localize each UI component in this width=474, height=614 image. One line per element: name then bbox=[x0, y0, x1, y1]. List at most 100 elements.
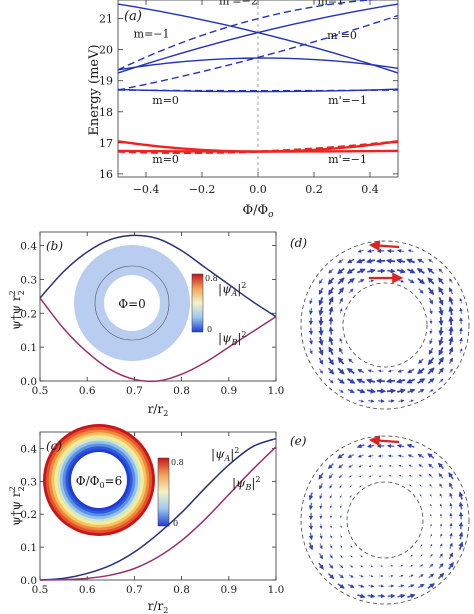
field-arrow bbox=[366, 378, 376, 384]
field-arrow bbox=[397, 369, 404, 373]
field-arrow bbox=[339, 544, 343, 548]
field-arrow bbox=[417, 388, 425, 394]
x-tick-label: 1.0 bbox=[268, 385, 285, 397]
field-arrow bbox=[338, 474, 343, 479]
field-arrow bbox=[427, 378, 435, 384]
field-arrow bbox=[376, 378, 385, 384]
field-arrow bbox=[406, 443, 415, 449]
field-arrow bbox=[328, 563, 334, 569]
inset-flux-label: Φ/Φ0=6 bbox=[76, 474, 123, 490]
panel-a-ytick-label: 16 bbox=[99, 168, 113, 181]
field-arrow bbox=[398, 464, 404, 468]
y-tick-label: 0.3 bbox=[20, 274, 37, 286]
panel-a-annotations: m'=−2 m=1 m=−1 m'=0 m=0 m'=−1 m=0 m'=−1 bbox=[134, 0, 367, 166]
field-arrow bbox=[427, 277, 435, 285]
field-arrow bbox=[427, 367, 435, 375]
field-arrow bbox=[438, 286, 444, 295]
field-arrow bbox=[309, 307, 313, 315]
panel-a-label: (a) bbox=[124, 9, 142, 24]
panel-b-series: |ψA|2 |ψB|2 bbox=[39, 234, 277, 383]
panel-a-ylabel: Energy (meV) bbox=[87, 44, 102, 135]
panel-c-frame bbox=[39, 431, 277, 581]
field-arrow bbox=[387, 593, 396, 599]
panel-b-density-chart: 0.5 0.6 0.7 0.8 0.9 1.0 0.0 0.1 0.2 0.3 0.4 Φ=0 0.8… bbox=[8, 231, 284, 418]
field-arrow bbox=[386, 388, 397, 394]
field-arrow bbox=[408, 574, 414, 578]
field-arrow bbox=[398, 574, 404, 578]
field-arrow bbox=[448, 562, 454, 570]
y-tick-label: 0.0 bbox=[20, 376, 37, 388]
field-arrow bbox=[458, 521, 464, 530]
field-arrow bbox=[347, 277, 355, 285]
outer-boundary bbox=[300, 435, 470, 605]
field-arrow bbox=[359, 474, 363, 478]
field-arrow bbox=[417, 453, 425, 459]
field-arrow bbox=[356, 378, 366, 384]
panel-a-ytick-label: 18 bbox=[99, 106, 113, 119]
field-arrow bbox=[437, 462, 444, 470]
field-arrow bbox=[437, 572, 445, 580]
x-tick-label: 0.8 bbox=[173, 385, 190, 397]
field-arrow bbox=[428, 297, 434, 305]
field-arrow bbox=[347, 388, 355, 394]
field-arrow bbox=[338, 258, 344, 264]
field-arrow bbox=[339, 504, 342, 509]
inset-colorbar bbox=[191, 273, 204, 333]
field-arrow bbox=[407, 278, 415, 284]
field-arrow bbox=[339, 337, 343, 344]
field-arrow bbox=[438, 268, 444, 274]
density-curve bbox=[39, 297, 277, 383]
field-arrow bbox=[459, 348, 463, 354]
field-arrow bbox=[328, 306, 334, 315]
field-arrow bbox=[419, 494, 423, 498]
field-arrow bbox=[347, 258, 355, 264]
field-arrow bbox=[338, 463, 344, 469]
field-arrow bbox=[438, 277, 444, 285]
field-arrow bbox=[357, 454, 364, 458]
x-tick-label: 0.8 bbox=[173, 584, 190, 596]
panel-a-series bbox=[117, 0, 399, 155]
y-tick-label: 0.2 bbox=[20, 509, 37, 521]
field-arrow bbox=[448, 325, 454, 336]
field-arrow bbox=[367, 249, 375, 253]
panel-c-ylabel: ψ†ψ r22 bbox=[8, 486, 26, 526]
field-arrow bbox=[328, 316, 334, 325]
field-arrow bbox=[358, 399, 364, 403]
field-arrow bbox=[308, 502, 314, 511]
field-arrow bbox=[338, 297, 344, 304]
field-arrow bbox=[318, 306, 324, 316]
field-arrow bbox=[409, 484, 413, 488]
field-arrow bbox=[348, 358, 354, 364]
field-arrow bbox=[430, 533, 433, 538]
panel-a-annotation: m'=−1 bbox=[328, 94, 367, 107]
field-arrow bbox=[318, 562, 324, 570]
field-arrow bbox=[458, 541, 464, 550]
field-arrow bbox=[417, 258, 425, 264]
panel-b-axes: 0.5 0.6 0.7 0.8 0.9 1.0 0.0 0.1 0.2 0.3 0.4 bbox=[20, 232, 284, 397]
inset-ring-line bbox=[94, 265, 170, 341]
field-arrow bbox=[349, 494, 353, 498]
field-arrow bbox=[387, 443, 395, 449]
field-arrow bbox=[448, 346, 454, 355]
field-arrow bbox=[398, 584, 405, 588]
field-arrow bbox=[377, 268, 386, 274]
field-arrow bbox=[419, 544, 423, 548]
field-arrow bbox=[427, 287, 435, 296]
field-arrow bbox=[438, 378, 444, 384]
field-arrow bbox=[427, 267, 435, 275]
field-arrow bbox=[397, 593, 406, 599]
y-tick-label: 0.4 bbox=[20, 241, 37, 253]
series-label: |ψA|2 bbox=[218, 281, 246, 298]
panel-c-density-chart: 0.5 0.6 0.7 0.8 0.9 1.0 0.0 0.1 0.2 0.3 0.4 Φ/Φ0=6… bbox=[8, 424, 284, 614]
field-arrow bbox=[347, 378, 356, 384]
x-tick-label: 0.7 bbox=[126, 385, 143, 397]
field-arrow bbox=[328, 326, 334, 335]
inner-boundary bbox=[346, 481, 424, 559]
field-arrow bbox=[386, 378, 395, 384]
field-arrow bbox=[428, 473, 434, 479]
field-arrow bbox=[356, 258, 366, 264]
field-arrow bbox=[407, 388, 416, 394]
field-arrow bbox=[337, 287, 345, 295]
field-arrow bbox=[458, 491, 464, 500]
